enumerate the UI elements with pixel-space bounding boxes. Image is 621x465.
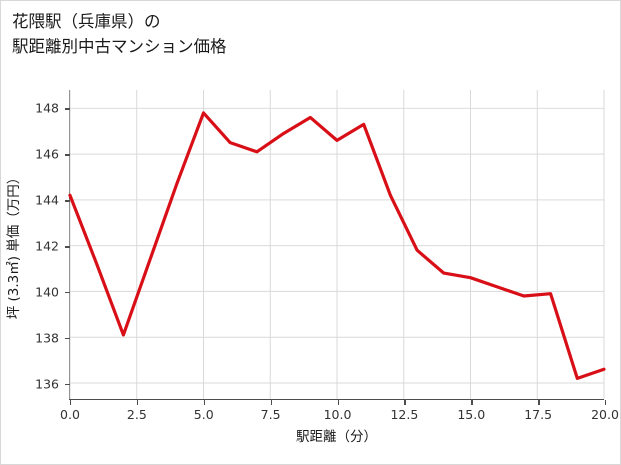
x-tick-mark — [270, 400, 273, 405]
y-tick-label: 142 — [35, 238, 59, 254]
x-tick-mark — [404, 400, 406, 405]
y-tick-mark — [65, 338, 70, 340]
y-tick-label: 148 — [35, 100, 59, 116]
x-tick-mark — [70, 400, 72, 405]
x-tick-label: 20.0 — [591, 407, 619, 422]
y-tick-mark — [65, 108, 70, 110]
x-tick-label: 12.5 — [390, 407, 419, 422]
x-tick-label: 10.0 — [323, 407, 352, 422]
x-axis-label: 駅距離（分） — [296, 429, 377, 445]
y-tick-mark — [65, 200, 70, 202]
y-tick-mark — [65, 154, 70, 156]
y-tick-label: 144 — [35, 192, 59, 208]
page-title: 花隈駅（兵庫県）の 駅距離別中古マンション価格 — [12, 12, 227, 56]
x-tick-label: 5.0 — [193, 407, 214, 422]
x-tick-label: 15.0 — [457, 407, 486, 422]
x-tick-label: 17.5 — [524, 407, 553, 422]
y-tick-label: 136 — [35, 376, 59, 392]
y-tick-mark — [65, 292, 70, 294]
x-tick-mark — [337, 400, 339, 405]
x-tick-mark — [538, 400, 540, 405]
x-tick-label: 0.0 — [60, 407, 80, 422]
y-tick-mark — [65, 383, 70, 386]
price-line-series — [68, 111, 606, 380]
x-tick-label: 7.5 — [260, 407, 281, 422]
y-tick-label: 146 — [35, 146, 59, 162]
x-tick-mark — [471, 400, 473, 405]
plot-area: 136 138 140 142 144 146 148 0.0 2.5 5.0 7.5 10.0 12.… — [35, 90, 619, 422]
x-tick-mark — [605, 400, 607, 405]
axis-ticks: 136 138 140 142 144 146 148 0.0 2.5 5.0 7.5 10.0 12.… — [35, 90, 619, 422]
x-tick-mark — [203, 400, 206, 405]
x-tick-mark — [136, 400, 139, 405]
y-tick-label: 138 — [35, 330, 59, 346]
x-tick-label: 2.5 — [126, 407, 147, 422]
y-tick-mark — [65, 246, 70, 248]
y-tick-label: 140 — [35, 284, 59, 300]
